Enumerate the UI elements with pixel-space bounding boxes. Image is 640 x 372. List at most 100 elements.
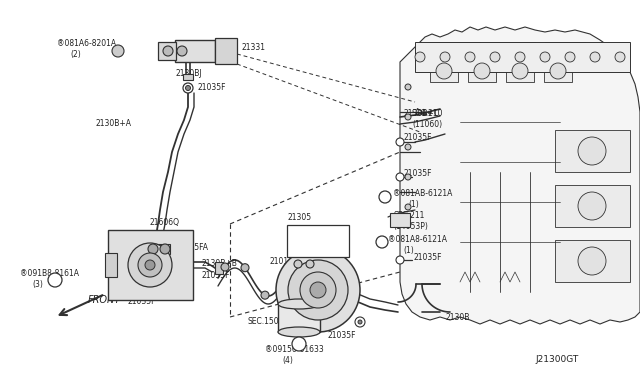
Bar <box>183 74 193 80</box>
Circle shape <box>163 46 173 56</box>
Circle shape <box>550 63 566 79</box>
Circle shape <box>405 114 411 120</box>
Text: 2130B+A: 2130B+A <box>95 119 131 128</box>
Text: 2130B+B: 2130B+B <box>202 260 238 269</box>
Bar <box>430 42 480 62</box>
Text: 21331: 21331 <box>242 44 266 52</box>
Circle shape <box>145 260 155 270</box>
Text: 21035F: 21035F <box>403 170 431 179</box>
Circle shape <box>261 291 269 299</box>
Bar <box>215 262 223 274</box>
Text: 21035F: 21035F <box>328 331 356 340</box>
Text: 21035F: 21035F <box>128 298 157 307</box>
Text: SEC.150: SEC.150 <box>248 317 280 327</box>
Bar <box>148 244 170 254</box>
Bar <box>555 130 630 172</box>
Text: ®: ® <box>52 278 58 282</box>
Text: SEC.210: SEC.210 <box>412 109 444 119</box>
Circle shape <box>221 263 229 271</box>
Circle shape <box>405 204 411 210</box>
Circle shape <box>186 86 191 90</box>
Text: (3): (3) <box>32 279 43 289</box>
Circle shape <box>376 236 388 248</box>
Ellipse shape <box>278 299 320 309</box>
Circle shape <box>405 144 411 150</box>
Text: 2130BJ: 2130BJ <box>175 68 202 77</box>
Text: J21300GT: J21300GT <box>535 356 579 365</box>
Bar <box>468 60 496 82</box>
Text: ®: ® <box>296 341 301 346</box>
Circle shape <box>160 244 170 254</box>
Bar <box>215 38 237 64</box>
Bar <box>175 40 215 62</box>
Circle shape <box>48 273 62 287</box>
Circle shape <box>512 63 528 79</box>
Circle shape <box>355 317 365 327</box>
Circle shape <box>615 52 625 62</box>
Circle shape <box>396 256 404 264</box>
Circle shape <box>540 52 550 62</box>
Circle shape <box>578 247 606 275</box>
Text: 21014V: 21014V <box>270 257 300 266</box>
Circle shape <box>148 244 158 254</box>
Text: 2130B+C: 2130B+C <box>403 109 439 118</box>
Text: 21014V: 21014V <box>290 267 319 276</box>
Circle shape <box>128 243 172 287</box>
Text: ®081A8-6121A: ®081A8-6121A <box>388 235 447 244</box>
Text: ®: ® <box>380 240 385 244</box>
Bar <box>278 304 320 332</box>
Text: ®091B8-8161A: ®091B8-8161A <box>20 269 79 279</box>
Text: 2130B: 2130B <box>445 312 469 321</box>
Text: (1): (1) <box>403 246 413 254</box>
Circle shape <box>288 260 348 320</box>
Text: 21035F: 21035F <box>413 253 442 263</box>
Text: ®081AB-6121A: ®081AB-6121A <box>393 189 452 199</box>
Bar <box>390 213 410 227</box>
Circle shape <box>578 137 606 165</box>
Bar <box>544 60 572 82</box>
Circle shape <box>310 282 326 298</box>
Text: 21035FA: 21035FA <box>175 243 208 251</box>
Circle shape <box>138 253 162 277</box>
Circle shape <box>358 320 362 324</box>
Circle shape <box>379 191 391 203</box>
Text: SEC.211: SEC.211 <box>393 212 424 221</box>
Bar <box>490 42 535 62</box>
Bar <box>555 240 630 282</box>
Text: ®: ® <box>115 48 121 54</box>
Circle shape <box>112 45 124 57</box>
Circle shape <box>292 337 306 351</box>
Text: (14053P): (14053P) <box>393 221 428 231</box>
Circle shape <box>183 83 193 93</box>
Circle shape <box>241 264 249 272</box>
Bar <box>108 230 193 300</box>
Bar <box>545 42 585 62</box>
Circle shape <box>565 52 575 62</box>
Text: 21035F: 21035F <box>403 134 431 142</box>
Text: ®: ® <box>382 195 388 199</box>
Bar <box>555 185 630 227</box>
Circle shape <box>300 272 336 308</box>
Text: (11060): (11060) <box>412 119 442 128</box>
Circle shape <box>590 52 600 62</box>
Text: (1): (1) <box>408 199 419 208</box>
Circle shape <box>440 52 450 62</box>
Bar <box>506 60 534 82</box>
Text: (4): (4) <box>282 356 293 365</box>
Text: 21035F: 21035F <box>197 83 225 93</box>
Text: 21305: 21305 <box>287 212 311 221</box>
Circle shape <box>294 260 302 268</box>
Circle shape <box>396 173 404 181</box>
Bar <box>287 225 349 257</box>
Bar <box>430 60 458 82</box>
Circle shape <box>465 52 475 62</box>
Circle shape <box>415 52 425 62</box>
Text: 21606Q: 21606Q <box>150 218 180 227</box>
Text: ®081A6-8201A: ®081A6-8201A <box>57 39 116 48</box>
Polygon shape <box>400 27 640 324</box>
Bar <box>158 42 176 60</box>
Ellipse shape <box>278 327 320 337</box>
Circle shape <box>474 63 490 79</box>
Circle shape <box>396 138 404 146</box>
Circle shape <box>405 174 411 180</box>
